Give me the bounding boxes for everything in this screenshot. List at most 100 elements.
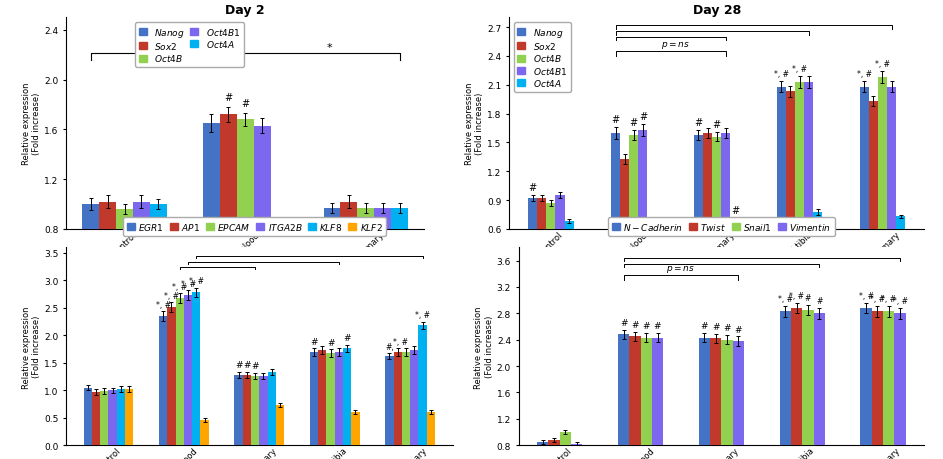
Text: #,: #, (385, 342, 394, 351)
Text: #: # (310, 337, 318, 346)
Bar (386, 356, 393, 445)
Bar (184, 296, 192, 445)
Bar (259, 376, 268, 445)
Bar (703, 134, 712, 287)
Text: #: # (343, 334, 351, 343)
Bar (268, 372, 276, 445)
Bar (419, 326, 427, 445)
Text: *, #: *, # (778, 295, 793, 304)
Bar (335, 352, 343, 445)
Text: #: # (631, 320, 638, 330)
Text: #: # (731, 205, 739, 215)
Bar (391, 208, 408, 329)
Bar (555, 196, 565, 287)
Text: #: # (701, 322, 708, 331)
Bar (251, 376, 259, 445)
Bar (340, 202, 357, 329)
Bar (393, 352, 402, 445)
Text: #: # (529, 183, 537, 193)
Bar (175, 298, 184, 445)
Text: $p=ns$: $p=ns$ (667, 264, 696, 275)
Bar (560, 432, 571, 459)
Bar (159, 316, 167, 445)
Text: #: # (713, 120, 720, 130)
Text: #: # (735, 325, 742, 334)
Bar (167, 307, 175, 445)
Legend: $\it{EGR1}$, $\it{AP1}$, $\it{EPCAM}$, $\it{ITGA2B}$, $\it{KLF8}$, $\it{KLF2}$: $\it{EGR1}$, $\it{AP1}$, $\it{EPCAM}$, $… (123, 218, 387, 236)
Text: #: # (630, 118, 637, 128)
Text: *, #: *, # (189, 277, 204, 285)
Bar (237, 120, 254, 329)
Bar (629, 135, 638, 287)
Text: *, #: *, # (173, 282, 188, 291)
Text: #: # (653, 322, 661, 331)
Text: #: # (642, 322, 650, 331)
Bar (91, 392, 100, 445)
Bar (721, 340, 733, 459)
Bar (887, 88, 896, 287)
Text: *, #: *, # (180, 280, 195, 288)
Text: *, #: *, # (393, 337, 408, 346)
Bar (374, 208, 391, 329)
Bar (802, 310, 814, 459)
Y-axis label: Relative expression
(Fold increase): Relative expression (Fold increase) (22, 83, 41, 165)
Bar (201, 420, 208, 445)
Bar (894, 313, 905, 459)
Bar (326, 353, 335, 445)
Text: #: # (235, 361, 242, 369)
Bar (871, 312, 883, 459)
Text: *, #: *, # (857, 70, 871, 79)
Bar (791, 308, 802, 459)
Bar (731, 220, 739, 287)
Bar (276, 405, 284, 445)
Text: $p=ns$: $p=ns$ (661, 40, 689, 51)
Bar (565, 222, 573, 287)
Bar (235, 375, 242, 445)
Bar (318, 350, 326, 445)
Text: #: # (224, 93, 232, 103)
Bar (538, 199, 546, 287)
Text: *, #: *, # (893, 297, 907, 306)
Title: Day 2: Day 2 (225, 4, 265, 17)
Bar (192, 293, 201, 445)
Bar (549, 440, 560, 459)
Y-axis label: Relative expression
(Fold increase): Relative expression (Fold increase) (22, 305, 41, 388)
Bar (652, 338, 663, 459)
Bar (629, 337, 640, 459)
Text: #: # (611, 115, 620, 125)
Bar (323, 208, 340, 329)
Text: *, #: *, # (881, 295, 896, 304)
Text: *, #: *, # (415, 311, 430, 319)
Bar (242, 375, 251, 445)
Bar (813, 212, 822, 287)
Text: #: # (241, 99, 249, 109)
Text: *, #: *, # (858, 291, 873, 301)
Bar (100, 391, 108, 445)
Text: #: # (804, 293, 811, 302)
Bar (721, 134, 731, 287)
Bar (410, 350, 419, 445)
Text: #: # (620, 319, 627, 327)
Bar (343, 349, 352, 445)
Bar (571, 444, 583, 459)
Text: *, #: *, # (789, 291, 804, 301)
Bar (352, 412, 359, 445)
Bar (116, 210, 133, 329)
Text: *, #: *, # (164, 291, 179, 300)
Bar (620, 159, 629, 287)
Bar (780, 312, 791, 459)
Text: *, #: *, # (875, 60, 890, 69)
Bar (117, 389, 125, 445)
Bar (528, 199, 538, 287)
Bar (357, 208, 374, 329)
Bar (777, 88, 786, 287)
Text: *, #: *, # (156, 300, 171, 309)
Bar (860, 88, 869, 287)
Bar (84, 388, 91, 445)
Y-axis label: Relative expression
(Fold increase): Relative expression (Fold increase) (465, 83, 485, 165)
Bar (254, 126, 271, 329)
Bar (99, 202, 116, 329)
Bar (220, 115, 237, 329)
Legend: $\it{N-Cadherin}$, $\it{Twist}$, $\it{Snail1}$, $\it{Vimentin}$: $\it{N-Cadherin}$, $\it{Twist}$, $\it{Sn… (608, 218, 835, 236)
Bar (402, 352, 410, 445)
